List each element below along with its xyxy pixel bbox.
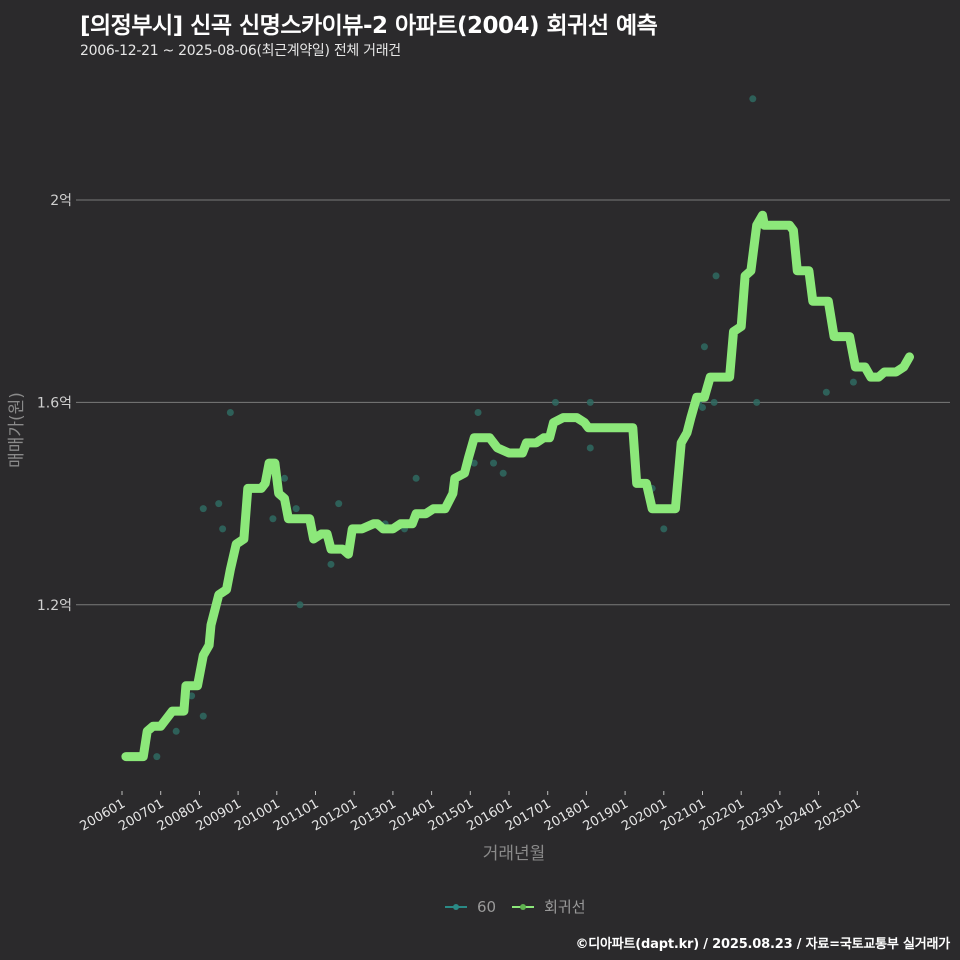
scatter-point: [226, 409, 234, 417]
scatter-point: [327, 560, 335, 568]
chart-title: [의정부시] 신곡 신명스카이뷰-2 아파트(2004) 회귀선 예측: [80, 13, 658, 39]
scatter-point: [296, 601, 304, 609]
scatter-point: [490, 459, 498, 467]
regression-line: [121, 210, 914, 762]
scatter-point: [153, 753, 161, 761]
chart-subtitle: 2006-12-21 ~ 2025-08-06(최근계약일) 전체 거래건: [80, 43, 401, 59]
scatter-point: [335, 500, 343, 508]
scatter-point: [470, 459, 478, 467]
scatter-point: [660, 525, 668, 533]
scatter-point: [712, 272, 720, 280]
legend-label-regression: 회귀선: [544, 898, 586, 916]
scatter-point: [586, 444, 594, 452]
scatter-point: [199, 505, 207, 513]
y-tick-label: 1.2억: [37, 598, 72, 614]
y-tick-label: 2억: [50, 193, 72, 209]
footer-credit: ©디아파트(dapt.kr) / 2025.08.23 / 자료=국토교통부 실…: [575, 937, 950, 952]
scatter-point: [269, 515, 277, 523]
legend-label-60: 60: [477, 897, 497, 916]
scatter-point: [219, 525, 227, 533]
scatter-point: [822, 388, 830, 396]
scatter-point: [699, 403, 706, 411]
y-axis-title: 매매가(원): [7, 392, 27, 468]
legend-item-60: 60: [445, 898, 496, 916]
scatter-point: [281, 474, 289, 482]
scatter-point: [849, 378, 857, 386]
scatter-point: [412, 474, 420, 482]
scatter-point: [749, 95, 757, 103]
y-tick-label: 1.6억: [37, 395, 72, 411]
scatter-point: [215, 500, 223, 508]
scatter-point: [199, 712, 207, 720]
scatter-series-60: [153, 95, 857, 761]
legend-marker-60-icon: [445, 900, 467, 914]
chart-legend: 60 회귀선: [445, 896, 592, 917]
scatter-point: [753, 398, 761, 406]
scatter-point: [710, 398, 718, 406]
legend-marker-regression-icon: [512, 900, 535, 914]
scatter-point: [551, 398, 559, 406]
scatter-point: [292, 505, 300, 513]
scatter-point: [188, 692, 196, 700]
scatter-point: [474, 409, 482, 417]
scatter-point: [499, 469, 507, 477]
x-axis-title: 거래년월: [483, 844, 546, 864]
scatter-point: [700, 343, 708, 351]
scatter-point: [586, 398, 594, 406]
legend-item-regression: 회귀선: [512, 896, 586, 917]
scatter-point: [172, 727, 180, 735]
